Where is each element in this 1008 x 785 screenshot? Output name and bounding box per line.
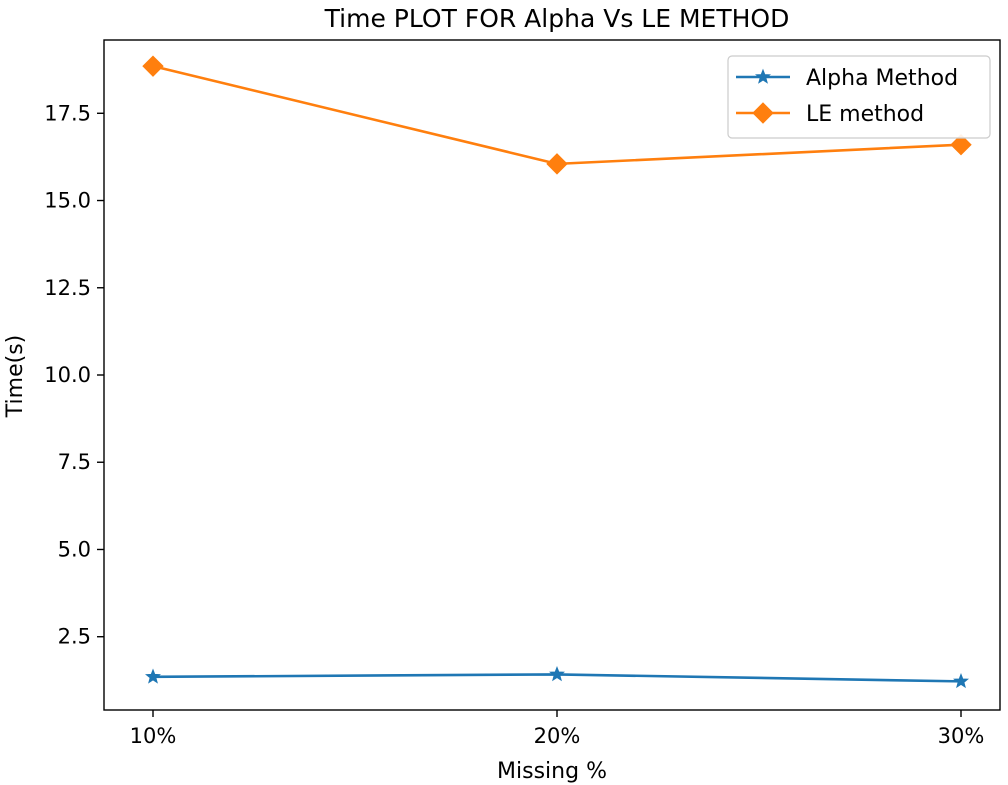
y-tick-label: 10.0 bbox=[44, 363, 91, 387]
data-point-0 bbox=[145, 668, 161, 684]
plot-area: 2.5 5.0 7.5 10.0 12.5 15.0 17.5 10% 20% 30% Alpha … bbox=[44, 39, 1001, 748]
data-point-1 bbox=[546, 153, 568, 175]
y-tick-label: 12.5 bbox=[44, 276, 91, 300]
y-tick-label: 17.5 bbox=[44, 101, 91, 125]
data-point-0 bbox=[953, 672, 969, 689]
legend-marker-1 bbox=[752, 102, 774, 124]
x-tick-label: 10% bbox=[130, 724, 177, 748]
data-point-0 bbox=[549, 666, 565, 682]
data-point-1 bbox=[142, 55, 164, 77]
y-tick-label: 2.5 bbox=[58, 625, 91, 649]
legend-label-0: Alpha Method bbox=[806, 66, 958, 91]
legend-label-1: LE method bbox=[806, 102, 924, 127]
y-tick-label: 15.0 bbox=[44, 189, 91, 213]
legend-box bbox=[727, 55, 991, 139]
y-tick-label: 7.5 bbox=[58, 450, 91, 474]
data-point-1 bbox=[950, 133, 972, 156]
legend-marker-0 bbox=[755, 68, 771, 84]
y-axis-label: Time(s) bbox=[3, 335, 28, 418]
x-tick-label: 30% bbox=[938, 724, 985, 748]
x-axis-label: Missing % bbox=[497, 759, 607, 784]
x-tick-label: 20% bbox=[534, 724, 581, 748]
chart-title: Time PLOT FOR Alpha Vs LE METHOD bbox=[324, 4, 790, 33]
axes-frame bbox=[103, 39, 1001, 711]
y-tick-label: 5.0 bbox=[58, 537, 91, 561]
